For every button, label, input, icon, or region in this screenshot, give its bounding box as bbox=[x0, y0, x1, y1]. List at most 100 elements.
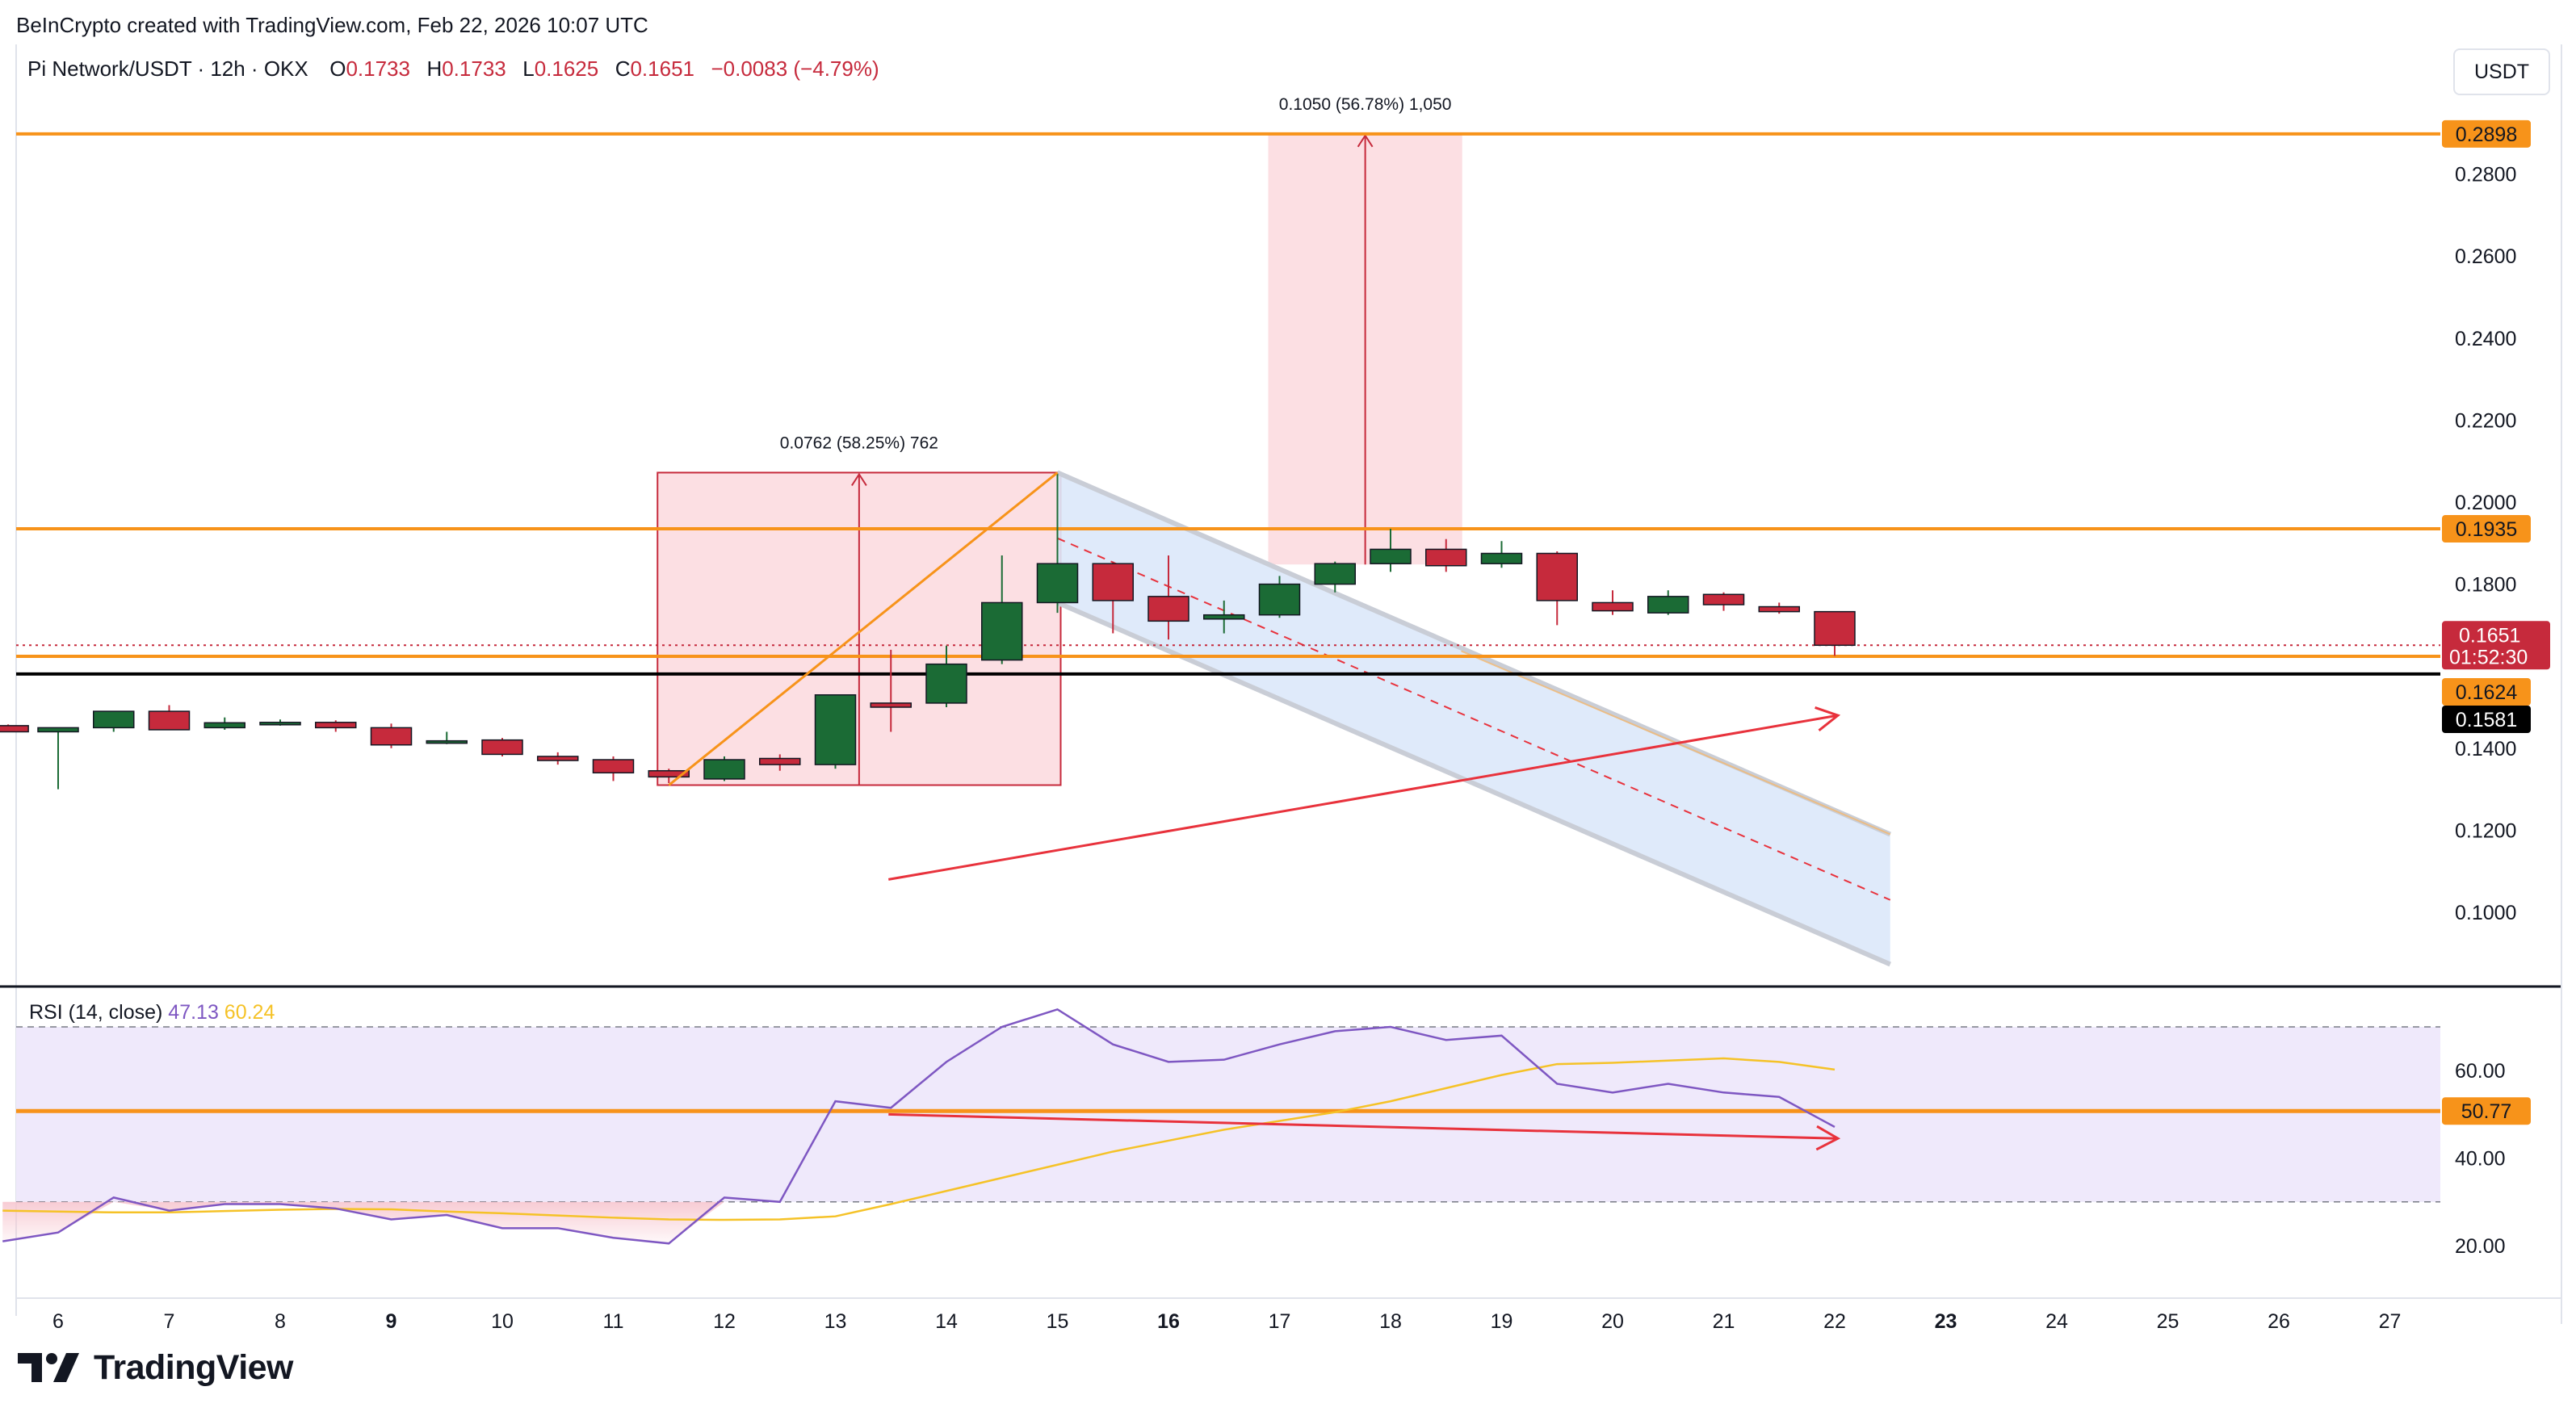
candle-body bbox=[0, 725, 29, 733]
x-axis-tick-label: 22 bbox=[1823, 1310, 1846, 1333]
ohlc-close-value: 0.1651 bbox=[630, 57, 694, 81]
rsi-band-fill bbox=[16, 1027, 2440, 1202]
candle-up[interactable] bbox=[981, 555, 1023, 664]
candle-up[interactable] bbox=[37, 727, 79, 790]
candle-body bbox=[759, 757, 801, 765]
candle-down[interactable] bbox=[648, 769, 690, 783]
symbol-title[interactable]: Pi Network/USDT · 12h · OKX bbox=[27, 57, 308, 81]
candle-countdown-label: 01:52:30 bbox=[2449, 646, 2528, 668]
ohlc-high-value: 0.1733 bbox=[442, 57, 506, 81]
candle-body bbox=[981, 601, 1023, 661]
rsi-oversold-fill bbox=[2, 1201, 724, 1244]
candle-down[interactable] bbox=[1758, 602, 1800, 614]
rsi-level-label: 50.77 bbox=[2461, 1100, 2512, 1123]
candle-up[interactable] bbox=[703, 756, 745, 781]
ohlc-close-label: C bbox=[615, 57, 631, 81]
price-arrow-head bbox=[1815, 706, 1841, 731]
candle-body bbox=[93, 710, 135, 729]
candle-body bbox=[870, 702, 912, 708]
y-axis-tick-label: 0.2800 bbox=[2455, 164, 2516, 186]
x-axis-tick-label: 8 bbox=[275, 1310, 286, 1333]
candle-up[interactable] bbox=[93, 710, 135, 732]
ohlc-open-value: 0.1733 bbox=[346, 57, 410, 81]
candle-down[interactable] bbox=[537, 752, 579, 765]
price-level-label: 0.2898 bbox=[2456, 124, 2517, 146]
candle-body bbox=[315, 722, 357, 729]
candle-up[interactable] bbox=[814, 694, 857, 769]
candle-body bbox=[814, 694, 857, 765]
candle-down[interactable] bbox=[0, 724, 29, 733]
candle-body bbox=[1480, 552, 1523, 564]
symbol-legend[interactable]: Pi Network/USDT · 12h · OKX O0.1733 H0.1… bbox=[27, 57, 879, 82]
candle-body bbox=[1314, 563, 1356, 585]
candle-down[interactable] bbox=[481, 738, 523, 756]
candle-down[interactable] bbox=[1814, 610, 1856, 656]
rsi-line[interactable] bbox=[2, 1008, 1836, 1245]
last-price-tag-bg bbox=[2442, 621, 2550, 670]
candle-up[interactable] bbox=[203, 717, 245, 730]
candle-up[interactable] bbox=[426, 731, 468, 744]
candle-up[interactable] bbox=[259, 719, 301, 726]
candle-down[interactable] bbox=[148, 705, 191, 731]
candle-down[interactable] bbox=[870, 649, 912, 732]
candle-down[interactable] bbox=[315, 720, 357, 732]
candle-body bbox=[1592, 601, 1634, 612]
price-level-label-bg bbox=[2442, 515, 2531, 543]
quote-unit-button[interactable]: USDT bbox=[2453, 48, 2550, 95]
x-axis-tick-label: 12 bbox=[713, 1310, 736, 1333]
candle-down[interactable] bbox=[1592, 590, 1634, 615]
candle-up[interactable] bbox=[1647, 590, 1689, 615]
candle-down[interactable] bbox=[1702, 592, 1745, 611]
price-arrow[interactable] bbox=[887, 714, 1839, 881]
y-axis-tick-label: 0.1000 bbox=[2455, 902, 2516, 924]
tradingview-logo[interactable]: TradingView bbox=[18, 1345, 294, 1390]
candle-up[interactable] bbox=[1314, 561, 1356, 593]
x-axis-tick-label: 16 bbox=[1157, 1310, 1180, 1333]
y-axis-tick-label: 0.1400 bbox=[2455, 738, 2516, 760]
x-axis-tick-label: 10 bbox=[491, 1310, 514, 1333]
candle-down[interactable] bbox=[1147, 555, 1189, 640]
measure-range-label: 0.1050 (56.78%) 1,050 bbox=[1279, 95, 1452, 114]
rsi-ma-line[interactable] bbox=[2, 1057, 1836, 1221]
channel-upper-line[interactable] bbox=[1056, 470, 1891, 837]
candle-body bbox=[1147, 596, 1189, 622]
candle-down[interactable] bbox=[1425, 538, 1467, 572]
candle-down[interactable] bbox=[1092, 561, 1134, 634]
candle-body bbox=[37, 727, 79, 733]
candle-body bbox=[259, 722, 301, 726]
candle-down[interactable] bbox=[592, 756, 635, 781]
rsi-arrow[interactable] bbox=[888, 1112, 1839, 1140]
x-axis-tick-label: 25 bbox=[2157, 1310, 2180, 1333]
x-axis-tick-label: 19 bbox=[1491, 1310, 1513, 1333]
candle-body bbox=[370, 727, 413, 746]
candle-up[interactable] bbox=[1036, 473, 1079, 614]
candle-body bbox=[203, 722, 245, 729]
candle-up[interactable] bbox=[1480, 541, 1523, 568]
candle-down[interactable] bbox=[759, 754, 801, 771]
rsi-legend[interactable]: RSI (14, close) 47.13 60.24 bbox=[29, 1001, 275, 1024]
y-axis-tick-label: 0.2200 bbox=[2455, 409, 2516, 432]
candle-body bbox=[1647, 596, 1689, 614]
candle-body bbox=[1203, 614, 1245, 620]
candle-body bbox=[1758, 605, 1800, 613]
candle-body bbox=[1702, 593, 1745, 605]
candles-group bbox=[0, 473, 1856, 790]
candle-up[interactable] bbox=[925, 645, 967, 707]
candle-body bbox=[481, 739, 523, 756]
channel-lower-line[interactable] bbox=[1056, 600, 1891, 967]
tradingview-logo-text: TradingView bbox=[94, 1347, 294, 1387]
candle-up[interactable] bbox=[1370, 529, 1412, 572]
trend-line[interactable] bbox=[668, 471, 1059, 786]
tradingview-logo-icon bbox=[18, 1353, 79, 1382]
x-axis-tick-label: 6 bbox=[52, 1310, 64, 1333]
candle-down[interactable] bbox=[1536, 551, 1578, 626]
candle-down[interactable] bbox=[370, 723, 413, 748]
candle-body bbox=[592, 759, 635, 774]
candle-up[interactable] bbox=[1258, 576, 1301, 618]
candle-body bbox=[537, 756, 579, 761]
candle-up[interactable] bbox=[1203, 600, 1245, 634]
candle-body bbox=[1092, 563, 1134, 601]
x-axis-tick-label: 14 bbox=[935, 1310, 958, 1333]
candle-body bbox=[925, 663, 967, 704]
